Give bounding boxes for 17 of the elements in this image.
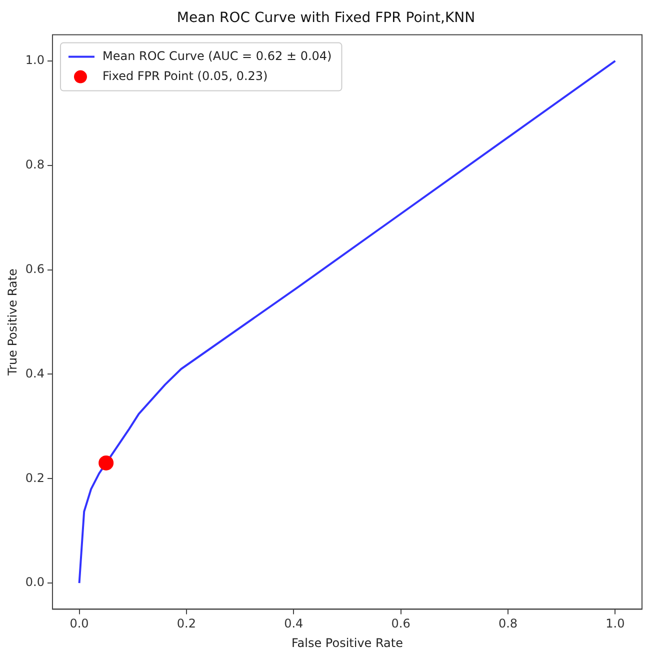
y-tick-label: 0.8 [25,157,44,172]
y-tick-label: 0.2 [25,470,44,485]
x-tick-label: 1.0 [606,616,625,631]
y-tick-label: 0.4 [25,366,44,380]
y-tick-label: 0.0 [25,575,44,590]
x-tick-label: 0.8 [498,616,518,631]
y-tick-label: 1.0 [25,53,44,68]
x-tick-label: 0.6 [391,616,410,631]
y-tick-label: 0.6 [25,262,44,276]
x-tick-label: 0.4 [284,616,304,631]
y-axis-title: True Positive Rate [5,268,20,376]
x-axis-title: False Positive Rate [291,636,404,650]
chart-title: Mean ROC Curve with Fixed FPR Point,KNN [176,10,476,26]
x-tick-label: 0.2 [176,616,196,631]
legend-label: Fixed FPR Point (0.05, 0.23) [102,68,268,83]
legend-label: Mean ROC Curve (AUC = 0.62 ± 0.04) [102,48,332,63]
x-tick-label: 0.0 [70,616,89,631]
